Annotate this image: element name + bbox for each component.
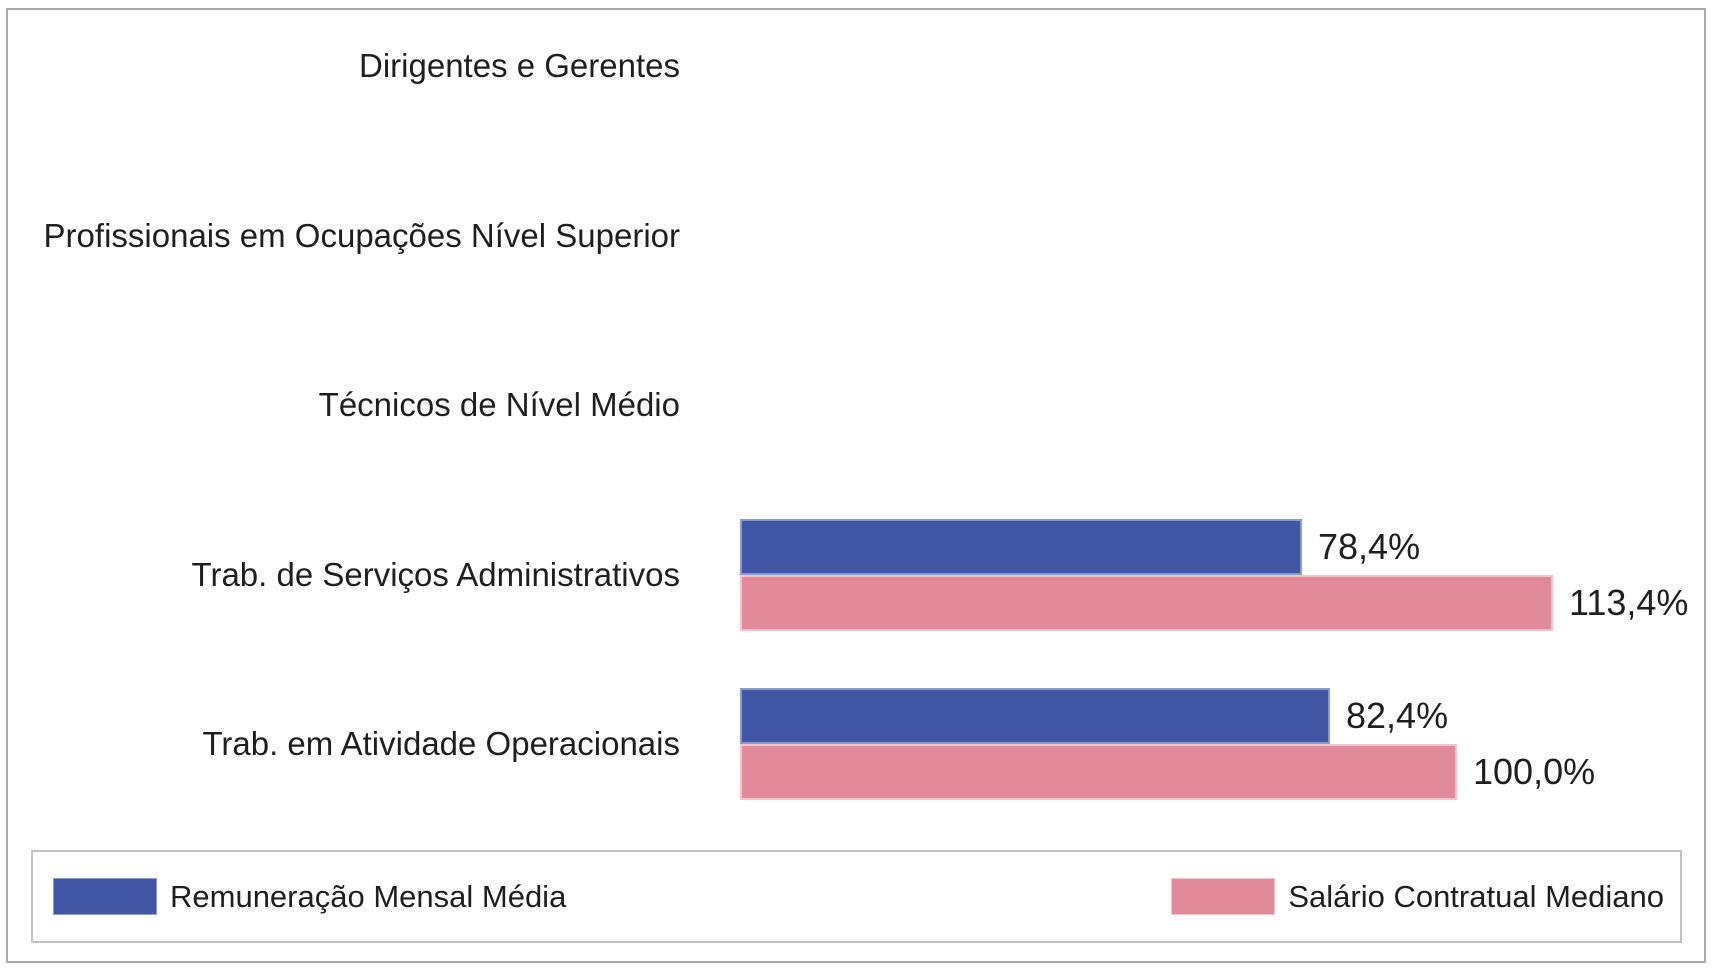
legend-item-remuneracao: Remuneração Mensal Média	[53, 852, 566, 941]
category-label: Dirigentes e Gerentes	[359, 47, 680, 84]
bar-remuneracao-mensal-media	[740, 688, 1330, 744]
bar-remuneracao-mensal-media	[740, 518, 1302, 575]
category-label: Trab. em Atividade Operacionais	[202, 725, 680, 762]
category-label: Trab. de Serviços Administrativos	[191, 555, 680, 593]
category-label: Técnicos de Nível Médio	[318, 386, 680, 423]
data-label: 100,0%	[1473, 751, 1596, 792]
data-label: 113,4%	[1569, 581, 1689, 623]
data-label: 78,4%	[1318, 525, 1421, 567]
legend: Remuneração Mensal Média Salário Contrat…	[31, 850, 1682, 943]
bar-salario-contratual-mediano	[740, 744, 1457, 800]
category-label: Profissionais em Ocupações Nível Superio…	[43, 216, 680, 254]
legend-label-remuneracao: Remuneração Mensal Média	[170, 878, 567, 914]
legend-swatch-blue	[53, 878, 157, 915]
legend-label-salario: Salário Contratual Mediano	[1288, 878, 1664, 914]
chart-border-frame	[6, 8, 1706, 963]
legend-item-salario: Salário Contratual Mediano	[1171, 852, 1664, 941]
legend-swatch-pink	[1171, 878, 1276, 915]
data-label: 82,4%	[1346, 695, 1449, 736]
bar-salario-contratual-mediano	[740, 574, 1553, 631]
